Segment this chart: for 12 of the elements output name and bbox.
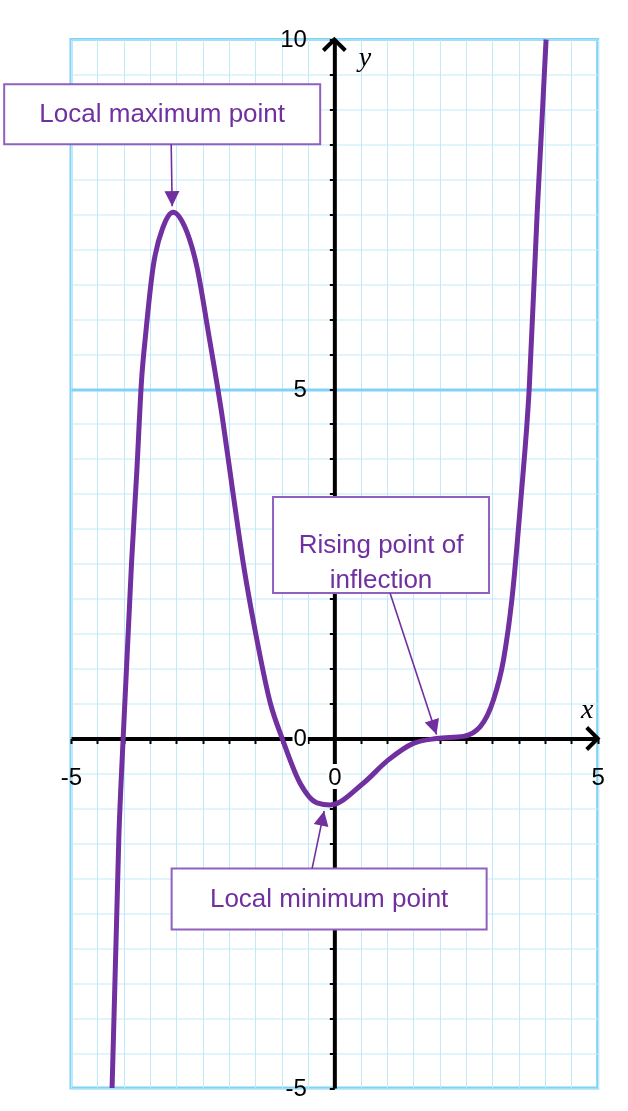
annotation: Local maximum point bbox=[39, 98, 286, 129]
annotation: Local minimum point bbox=[209, 882, 450, 913]
annotation: Rising point of inflection bbox=[298, 529, 465, 594]
x-axis-title: x bbox=[579, 693, 594, 724]
y-tick-label: 0 bbox=[293, 724, 307, 751]
y-tick-label: -5 bbox=[285, 1073, 307, 1101]
y-tick-label: 5 bbox=[293, 374, 307, 402]
y-axis-title: y bbox=[355, 41, 372, 72]
x-tick-label: -5 bbox=[60, 763, 83, 790]
y-tick-label: 10 bbox=[280, 25, 307, 52]
x-tick-label: 5 bbox=[591, 763, 605, 790]
x-tick-label: 0 bbox=[328, 763, 342, 790]
